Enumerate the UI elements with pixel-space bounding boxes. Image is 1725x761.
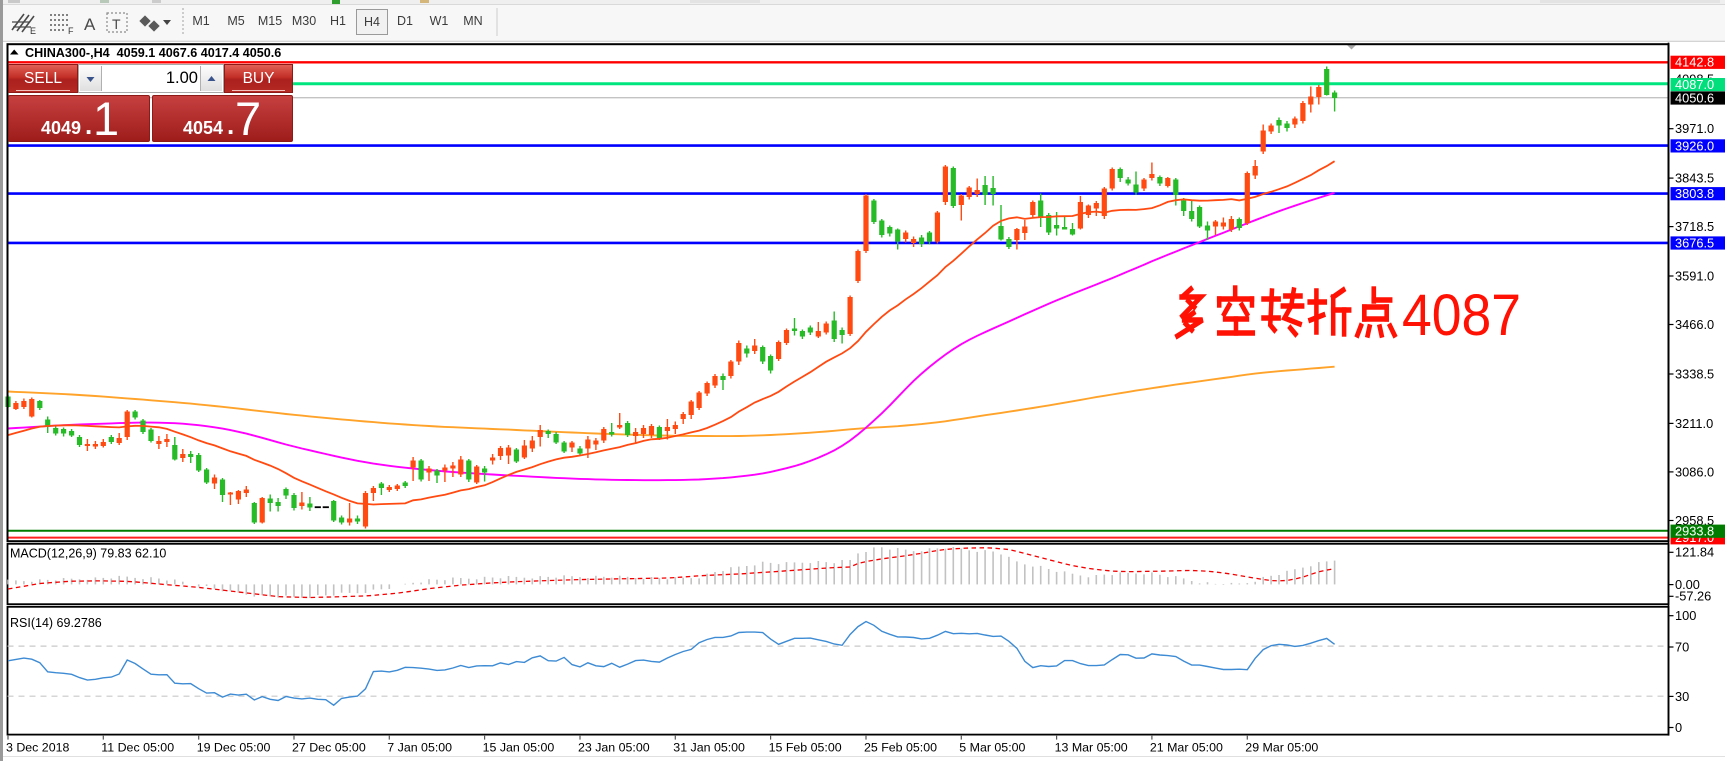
- svg-text:3676.5: 3676.5: [1675, 235, 1714, 250]
- svg-text:15 Feb 05:00: 15 Feb 05:00: [769, 741, 842, 755]
- svg-text:121.84: 121.84: [1675, 545, 1714, 560]
- svg-text:100: 100: [1675, 608, 1696, 623]
- svg-text:70: 70: [1675, 639, 1689, 654]
- svg-text:MACD(12,26,9) 79.83 62.10: MACD(12,26,9) 79.83 62.10: [10, 547, 166, 561]
- svg-text:27 Dec 05:00: 27 Dec 05:00: [292, 741, 366, 755]
- svg-text:7 Jan 05:00: 7 Jan 05:00: [387, 741, 452, 755]
- svg-text:3591.0: 3591.0: [1675, 268, 1714, 283]
- svg-text:29 Mar 05:00: 29 Mar 05:00: [1245, 741, 1318, 755]
- svg-text:-57.26: -57.26: [1675, 589, 1711, 604]
- svg-text:2958.5: 2958.5: [1675, 513, 1714, 528]
- svg-text:3718.5: 3718.5: [1675, 219, 1714, 234]
- svg-text:0.00: 0.00: [1675, 577, 1700, 592]
- svg-text:4142.8: 4142.8: [1675, 55, 1714, 70]
- svg-text:11 Dec 05:00: 11 Dec 05:00: [101, 741, 174, 755]
- svg-text:RSI(14) 69.2786: RSI(14) 69.2786: [10, 616, 102, 630]
- svg-text:3466.0: 3466.0: [1675, 317, 1714, 332]
- svg-text:4087.0: 4087.0: [1675, 77, 1714, 92]
- svg-text:3843.5: 3843.5: [1675, 171, 1714, 186]
- svg-text:E: E: [30, 26, 36, 36]
- svg-text:0: 0: [1675, 720, 1682, 735]
- svg-text:3803.8: 3803.8: [1675, 186, 1714, 201]
- svg-text:15 Jan 05:00: 15 Jan 05:00: [483, 741, 555, 755]
- svg-text:19 Dec 05:00: 19 Dec 05:00: [197, 741, 271, 755]
- svg-text:3338.5: 3338.5: [1675, 366, 1714, 381]
- svg-text:13 Mar 05:00: 13 Mar 05:00: [1055, 741, 1128, 755]
- svg-text:3971.0: 3971.0: [1675, 121, 1714, 136]
- svg-text:A: A: [84, 15, 96, 34]
- svg-text:F: F: [68, 26, 74, 36]
- svg-text:21 Mar 05:00: 21 Mar 05:00: [1150, 741, 1223, 755]
- svg-text:T: T: [112, 16, 121, 32]
- svg-text:CHINA300-,H4 4059.1 4067.6 40: CHINA300-,H4 4059.1 4067.6 4017.4 4050.6: [25, 46, 281, 60]
- svg-text:30: 30: [1675, 689, 1689, 704]
- svg-text:3211.0: 3211.0: [1675, 416, 1713, 431]
- svg-text:5 Mar 05:00: 5 Mar 05:00: [959, 741, 1025, 755]
- svg-text:25 Feb 05:00: 25 Feb 05:00: [864, 741, 937, 755]
- svg-text:2933.8: 2933.8: [1675, 524, 1714, 539]
- svg-text:31 Jan 05:00: 31 Jan 05:00: [673, 741, 745, 755]
- svg-text:4087: 4087: [1402, 283, 1521, 348]
- svg-text:3 Dec 2018: 3 Dec 2018: [6, 741, 69, 755]
- svg-text:3926.0: 3926.0: [1675, 138, 1714, 153]
- svg-text:4050.6: 4050.6: [1675, 90, 1714, 105]
- svg-text:3086.0: 3086.0: [1675, 464, 1714, 479]
- svg-text:23 Jan 05:00: 23 Jan 05:00: [578, 741, 650, 755]
